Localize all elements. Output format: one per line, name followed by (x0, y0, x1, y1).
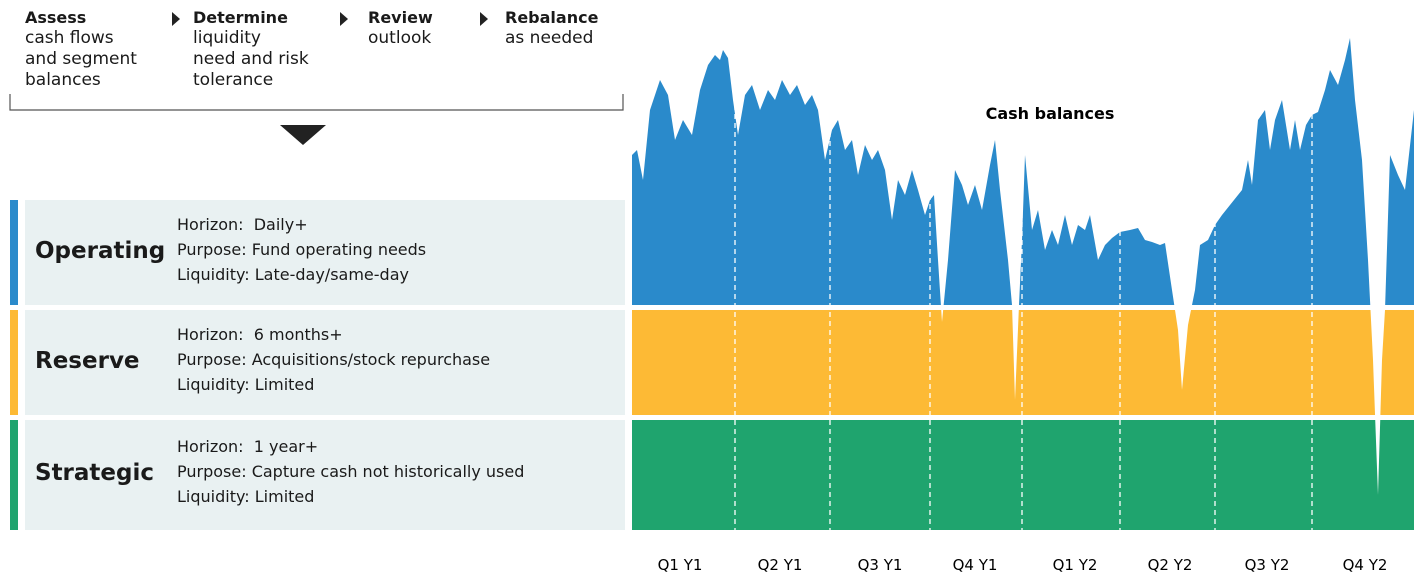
left-panel: Assess cash flows and segment balances Deter… (0, 0, 630, 580)
period-label: Q1 Y2 (1053, 556, 1098, 574)
step-text: tolerance (193, 70, 274, 90)
segment-marker (10, 200, 18, 305)
period-label: Q4 Y1 (953, 556, 998, 574)
step-title: Review (368, 8, 433, 27)
step-title: Assess (25, 8, 87, 27)
segment-name: Reserve (35, 347, 140, 374)
segment-detail: Purpose: Fund operating needs (177, 239, 427, 259)
bracket (9, 94, 624, 111)
step-text: as needed (505, 28, 594, 48)
step-arrow (172, 12, 180, 26)
chart-title: Cash balances (986, 104, 1115, 123)
segment-box: Strategic Horizon: 1 year+ Purpose: Captur… (25, 420, 625, 530)
segment-marker (10, 420, 18, 530)
segment-detail: Purpose: Capture cash not historically u… (177, 462, 525, 481)
strategic-band (632, 420, 1414, 530)
step-title: Rebalance (505, 8, 599, 27)
segment-box: Operating Horizon: Daily+ Purpose: Fund op… (25, 200, 625, 305)
segment-detail: Liquidity: Limited (177, 374, 315, 394)
segment-box: Reserve Horizon: 6 months+ Purpose: Acquis… (25, 310, 625, 415)
step-text: and segment (25, 49, 137, 69)
segment-detail: Horizon: 6 months+ (177, 324, 343, 344)
period-dividers (734, 60, 1313, 530)
step-text: need and risk (193, 49, 309, 69)
balance-profile (632, 0, 1414, 495)
segment-detail: Liquidity: Limited (177, 487, 315, 506)
period-label: Q3 Y2 (1245, 556, 1290, 574)
down-arrow (280, 125, 326, 145)
segment-name: Strategic (35, 460, 154, 486)
period-label: Q3 Y1 (858, 556, 903, 574)
bands (632, 0, 1414, 530)
step-text: cash flows (25, 28, 114, 48)
segment-name: Operating (35, 237, 166, 264)
period-labels: Q1 Y1 Q2 Y1 Q3 Y1 Q4 Y1 Q1 Y2 Q2 Y2 Q3 Y2 Q4 Y2 (658, 556, 1388, 574)
segment-detail: Horizon: 1 year+ (177, 437, 319, 456)
segment-marker (10, 310, 18, 415)
step-title: Determine (193, 8, 288, 27)
period-label: Q2 Y2 (1148, 556, 1193, 574)
period-label: Q4 Y2 (1343, 556, 1388, 574)
step-text: outlook (368, 28, 432, 48)
segment-detail: Horizon: Daily+ (177, 214, 308, 234)
step-arrow (480, 12, 488, 26)
reserve-band (632, 310, 1414, 415)
step-arrow (340, 12, 348, 26)
step-text: liquidity (193, 28, 261, 48)
segment-detail: Liquidity: Late-day/same-day (177, 264, 409, 284)
segment-detail: Purpose: Acquisitions/stock repurchase (177, 349, 491, 369)
step-text: balances (25, 70, 101, 90)
period-label: Q2 Y1 (758, 556, 803, 574)
period-label: Q1 Y1 (658, 556, 703, 574)
